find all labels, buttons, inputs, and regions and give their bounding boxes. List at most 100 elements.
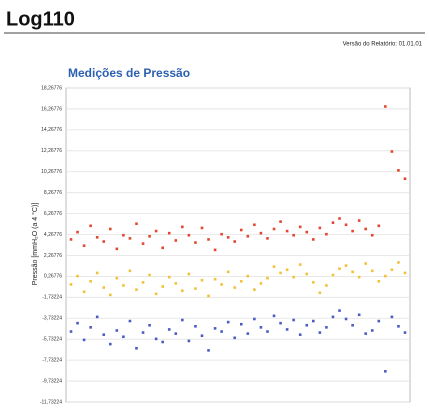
- point: [370, 233, 374, 237]
- point: [279, 220, 282, 223]
- point: [76, 274, 79, 278]
- point: [266, 276, 269, 280]
- point: [154, 337, 158, 341]
- point: [69, 283, 73, 286]
- point: [200, 334, 204, 338]
- point: [253, 223, 256, 227]
- point: [246, 332, 250, 335]
- point: [207, 238, 210, 241]
- point: [102, 286, 106, 289]
- point: [167, 275, 171, 279]
- point: [357, 313, 361, 317]
- point: [351, 323, 354, 327]
- point: [305, 323, 309, 327]
- point: [279, 321, 282, 325]
- y-tick-label: -5,73224: [42, 337, 62, 343]
- point: [102, 240, 106, 243]
- y-tick-label: 14,26776: [41, 127, 62, 133]
- point: [325, 232, 328, 236]
- point: [233, 286, 237, 289]
- point: [226, 236, 230, 239]
- point: [239, 228, 243, 232]
- point: [384, 274, 387, 278]
- point: [115, 276, 119, 280]
- y-tick-label: 2,26776: [44, 253, 62, 259]
- point: [233, 336, 237, 340]
- point: [115, 329, 119, 332]
- point: [69, 238, 73, 241]
- report-version: Versão do Relatório: 01.01.01: [343, 42, 423, 48]
- point: [174, 332, 178, 335]
- point: [102, 333, 106, 336]
- point: [364, 227, 368, 231]
- point: [318, 331, 322, 334]
- point: [181, 289, 184, 293]
- point: [220, 232, 223, 236]
- point: [108, 342, 112, 346]
- point: [305, 230, 309, 234]
- point: [370, 329, 374, 332]
- point: [128, 269, 132, 273]
- point: [259, 231, 263, 235]
- point: [298, 225, 302, 229]
- point: [239, 279, 243, 283]
- y-tick-label: 10,26776: [41, 169, 62, 175]
- y-tick-label: 18,26776: [41, 85, 62, 91]
- point: [167, 328, 171, 331]
- point: [357, 275, 361, 279]
- plot-frame: [65, 87, 411, 403]
- point: [384, 105, 387, 108]
- header-title: Log110: [6, 8, 75, 30]
- point: [239, 322, 243, 326]
- y-tick-label: 0,26776: [44, 274, 62, 280]
- point: [403, 271, 407, 275]
- point: [207, 349, 210, 352]
- point: [331, 221, 335, 224]
- point: [292, 318, 295, 322]
- point: [187, 272, 191, 276]
- point: [135, 346, 138, 350]
- point: [181, 225, 184, 229]
- point: [200, 278, 204, 282]
- point: [89, 326, 92, 329]
- point: [122, 284, 125, 287]
- y-tick-label: -11,73224: [40, 399, 62, 405]
- point: [331, 273, 335, 277]
- point: [397, 261, 400, 264]
- point: [298, 263, 302, 266]
- point: [161, 246, 164, 250]
- point: [76, 321, 79, 325]
- point: [154, 229, 158, 233]
- point: [89, 279, 92, 283]
- point: [253, 317, 256, 321]
- point: [122, 233, 125, 237]
- point: [403, 177, 407, 181]
- point: [312, 319, 315, 323]
- point: [285, 268, 289, 272]
- point: [266, 237, 269, 240]
- point: [246, 274, 250, 278]
- point: [135, 288, 138, 291]
- point: [194, 287, 197, 290]
- point: [285, 229, 289, 233]
- point: [167, 231, 171, 235]
- point: [364, 262, 368, 265]
- point: [213, 277, 217, 281]
- point: [148, 323, 151, 327]
- point: [390, 268, 394, 272]
- point: [312, 281, 315, 284]
- point: [298, 333, 302, 336]
- point: [82, 338, 86, 342]
- y-tick-label: 4,26776: [44, 232, 62, 238]
- point: [115, 247, 119, 251]
- point: [181, 318, 184, 322]
- point: [128, 319, 132, 323]
- point: [357, 219, 361, 222]
- point: [377, 224, 381, 228]
- y-tick-label: 12,26776: [41, 148, 62, 154]
- point: [325, 326, 328, 329]
- point: [272, 227, 276, 231]
- point: [82, 244, 86, 248]
